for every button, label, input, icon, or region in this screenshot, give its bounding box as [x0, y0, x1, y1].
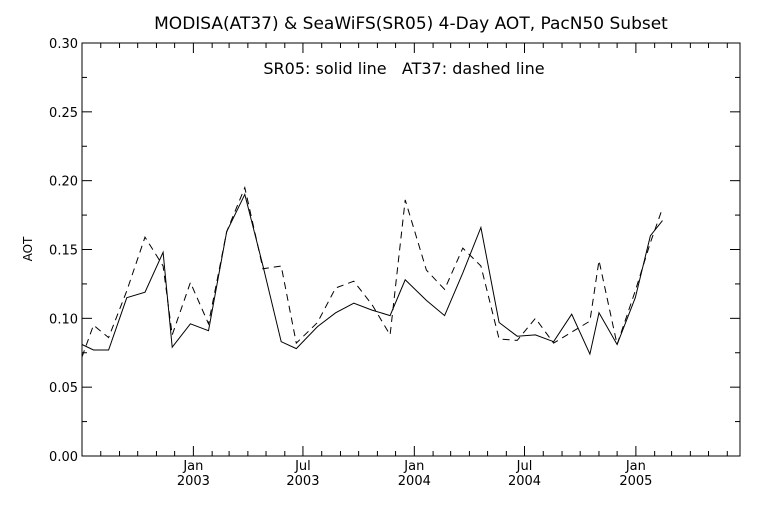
y-axis-label: AOT — [21, 236, 35, 261]
x-tick-label-year: 2004 — [508, 474, 541, 489]
series-line-at37 — [81, 185, 663, 358]
x-tick-label-year: 2003 — [286, 474, 319, 489]
x-tick-label-year: 2005 — [619, 474, 652, 489]
y-tick-label: 0.10 — [49, 312, 78, 327]
y-tick-label: 0.15 — [49, 244, 78, 259]
axis-ticks: 0.000.050.100.150.200.250.30Jan2003Jul20… — [49, 37, 740, 489]
y-tick-label: 0.00 — [49, 450, 78, 465]
x-tick-label-month: Jan — [403, 459, 424, 474]
data-series — [81, 185, 663, 358]
chart-title: MODISA(AT37) & SeaWiFS(SR05) 4-Day AOT, … — [154, 14, 668, 34]
x-tick-label-month: Jan — [625, 459, 646, 474]
x-tick-label-year: 2004 — [398, 474, 431, 489]
series-annotation: SR05: solid line AT37: dashed line — [263, 59, 544, 78]
x-tick-label-month: Jan — [182, 459, 203, 474]
x-tick-label-year: 2003 — [177, 474, 210, 489]
x-tick-label-month: Jul — [294, 459, 311, 474]
y-tick-label: 0.25 — [49, 106, 78, 121]
y-tick-label: 0.05 — [49, 381, 78, 396]
y-tick-label: 0.30 — [49, 37, 78, 52]
plot-frame — [81, 42, 741, 457]
x-tick-label-month: Jul — [516, 459, 533, 474]
y-tick-label: 0.20 — [49, 175, 78, 190]
